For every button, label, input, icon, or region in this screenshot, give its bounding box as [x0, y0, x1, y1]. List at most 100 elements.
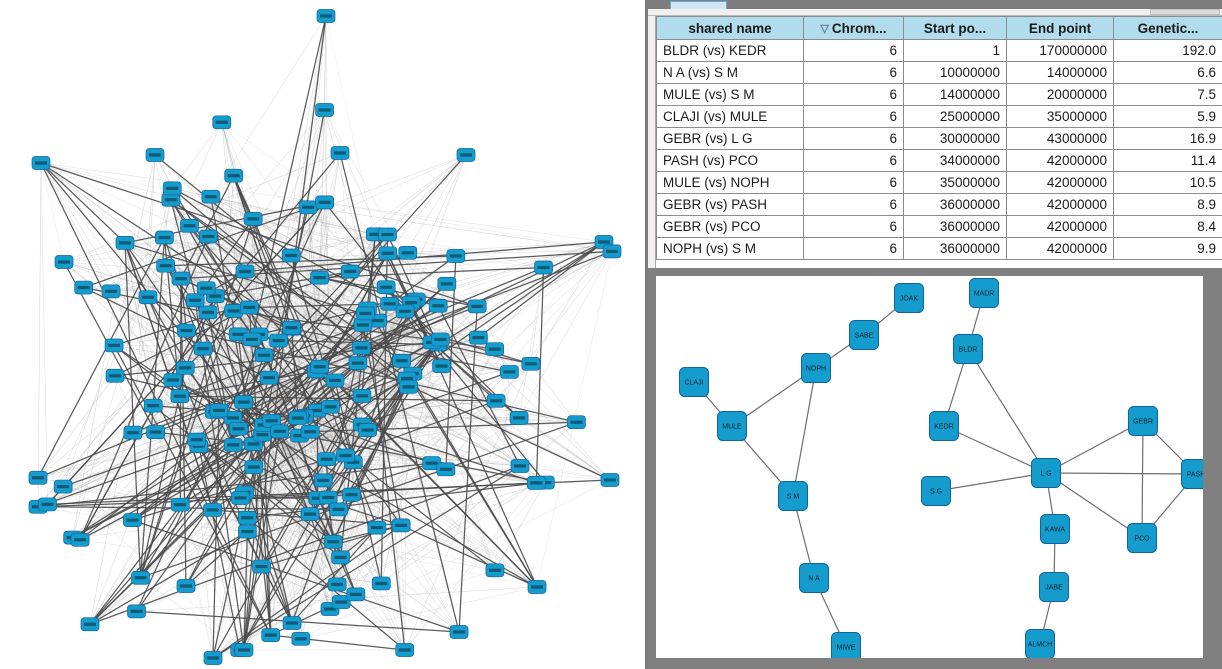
column-header-start-point[interactable]: Start po... [903, 16, 1007, 40]
graph-node-GEBR[interactable]: GEBR [1127, 405, 1159, 437]
graph-node[interactable] [399, 380, 418, 394]
graph-node[interactable] [534, 260, 553, 275]
graph-node[interactable] [180, 218, 199, 233]
graph-node[interactable] [329, 502, 348, 517]
graph-node[interactable] [486, 393, 506, 408]
graph-node[interactable] [170, 497, 190, 512]
graph-node-MIWE[interactable]: MIWE [830, 631, 862, 659]
graph-node[interactable] [243, 212, 263, 226]
graph-node[interactable] [500, 365, 519, 379]
graph-node[interactable] [177, 323, 196, 338]
graph-node[interactable] [229, 421, 248, 436]
graph-node-JOAK[interactable]: JOAK [893, 282, 925, 314]
table-row[interactable]: NOPH (vs) S M 6 36000000 42000000 9.9 [656, 237, 1222, 260]
graph-node[interactable] [378, 246, 398, 261]
graph-node-S M[interactable]: S M [777, 480, 809, 512]
graph-node-N A[interactable]: N A [798, 562, 830, 594]
results-table[interactable]: shared name ▽ Chrom... Start po... End po… [656, 16, 1222, 260]
graph-node[interactable] [336, 448, 355, 463]
graph-node[interactable] [391, 518, 411, 533]
graph-node[interactable] [261, 628, 281, 642]
graph-node[interactable] [101, 284, 121, 299]
graph-node[interactable] [436, 462, 456, 477]
graph-node[interactable] [187, 432, 207, 447]
graph-node-SABE[interactable]: SABE [848, 319, 880, 351]
graph-node[interactable] [321, 399, 340, 414]
graph-node[interactable] [298, 200, 318, 215]
graph-node[interactable] [123, 513, 142, 527]
graph-node[interactable] [156, 258, 176, 273]
graph-node[interactable] [331, 595, 351, 609]
graph-node[interactable] [155, 230, 174, 245]
graph-node[interactable] [527, 580, 547, 594]
small-network-view[interactable]: JOAK MADR SABE BLDR NOPH CLAJI GEBR KEDR MULE L G… [656, 276, 1203, 658]
graph-node[interactable] [353, 318, 373, 332]
graph-node[interactable] [212, 115, 232, 130]
graph-node[interactable] [162, 181, 182, 196]
graph-node[interactable] [356, 306, 375, 321]
graph-node[interactable] [237, 510, 257, 525]
graph-node[interactable] [323, 534, 343, 549]
graph-node[interactable] [342, 487, 361, 502]
graph-node[interactable] [127, 604, 146, 619]
graph-node-NOPH[interactable]: NOPH [800, 352, 832, 384]
graph-node-PASH[interactable]: PASH [1180, 458, 1204, 490]
graph-node[interactable] [28, 470, 48, 485]
graph-node[interactable] [358, 423, 377, 437]
graph-node[interactable] [428, 298, 448, 313]
table-row[interactable]: PASH (vs) PCO 6 34000000 42000000 11.4 [656, 149, 1222, 172]
table-row[interactable]: CLAJI (vs) MULE 6 25000000 35000000 5.9 [656, 105, 1222, 128]
graph-node[interactable] [185, 293, 205, 308]
graph-node[interactable] [70, 532, 90, 547]
graph-node[interactable] [602, 244, 622, 259]
graph-node[interactable] [131, 570, 150, 585]
table-row[interactable]: BLDR (vs) KEDR 6 1 170000000 192.0 [656, 39, 1222, 62]
graph-node[interactable] [244, 460, 264, 474]
graph-node-MADR[interactable]: MADR [968, 277, 1000, 309]
graph-node[interactable] [509, 411, 529, 425]
graph-node[interactable] [239, 300, 259, 315]
graph-node[interactable] [376, 280, 396, 295]
graph-node[interactable] [352, 389, 372, 403]
graph-node[interactable] [485, 342, 505, 357]
graph-node[interactable] [193, 341, 213, 356]
graph-node[interactable] [198, 305, 218, 320]
graph-node[interactable] [80, 617, 100, 632]
graph-node[interactable] [291, 631, 311, 646]
table-row[interactable]: GEBR (vs) PCO 6 36000000 42000000 8.4 [656, 215, 1222, 238]
graph-node[interactable] [282, 616, 302, 630]
graph-node-CLAJI[interactable]: CLAJI [678, 366, 710, 398]
graph-node[interactable] [432, 359, 451, 373]
column-header-genetic[interactable]: Genetic... [1113, 16, 1222, 40]
graph-node[interactable] [315, 195, 335, 210]
graph-node[interactable] [201, 189, 221, 204]
graph-node-KAWA[interactable]: KAWA [1039, 513, 1071, 545]
graph-node[interactable] [316, 9, 336, 23]
graph-node-S G[interactable]: S G [920, 475, 952, 507]
graph-node[interactable] [234, 643, 254, 657]
graph-node[interactable] [281, 248, 301, 263]
column-header-chromosome[interactable]: ▽ Chrom... [803, 16, 904, 40]
graph-node[interactable] [348, 356, 368, 370]
column-header-shared-name[interactable]: shared name [656, 16, 804, 40]
graph-node[interactable] [395, 304, 415, 319]
graph-node[interactable] [331, 550, 350, 565]
graph-node[interactable] [469, 330, 488, 345]
graph-node-KEDR[interactable]: KEDR [928, 410, 960, 442]
graph-node[interactable] [145, 148, 165, 162]
graph-node[interactable] [54, 255, 74, 269]
graph-node[interactable] [235, 264, 255, 279]
graph-node[interactable] [163, 373, 183, 387]
graph-node-PCO[interactable]: PCO [1126, 522, 1158, 554]
graph-node[interactable] [175, 360, 195, 375]
graph-node[interactable] [567, 415, 586, 430]
graph-node[interactable] [254, 348, 274, 363]
graph-node[interactable] [378, 227, 397, 242]
table-row[interactable]: MULE (vs) NOPH 6 35000000 42000000 10.5 [656, 171, 1222, 194]
graph-node[interactable] [521, 356, 541, 371]
graph-node[interactable] [238, 524, 257, 539]
graph-node[interactable] [371, 576, 391, 591]
graph-node[interactable] [104, 338, 124, 353]
graph-node[interactable] [318, 490, 338, 505]
graph-node[interactable] [115, 236, 135, 250]
